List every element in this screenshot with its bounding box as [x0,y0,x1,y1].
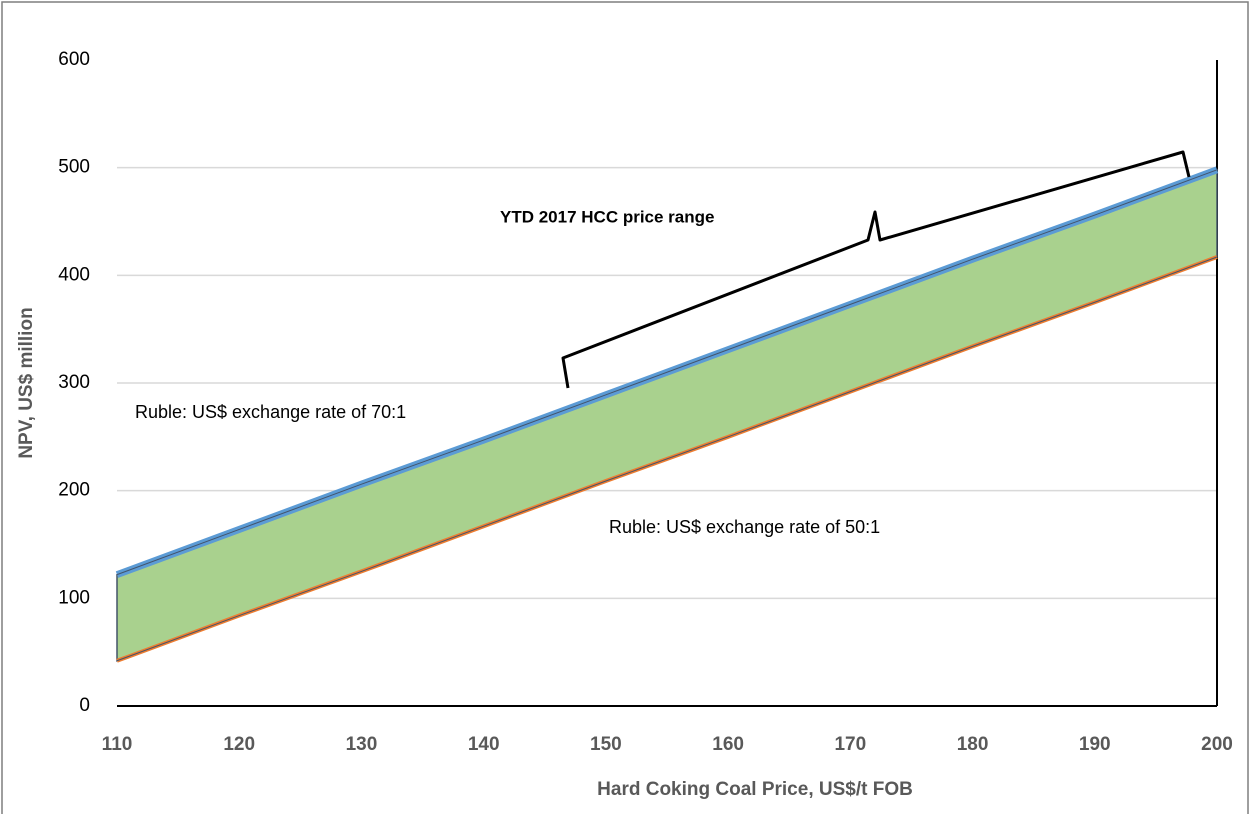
x-tick-label: 110 [102,734,133,755]
x-tick-label: 180 [957,734,989,755]
x-tick-label: 190 [1079,734,1111,755]
annotation: Ruble: US$ exchange rate of 70:1 [135,402,406,422]
y-tick-label: 200 [58,480,90,501]
x-tick-label: 120 [223,734,255,755]
series-line-edge [116,256,1218,662]
y-tick-label: 300 [58,372,90,393]
grid: 0 100 200 300 400 500 600 110 120 130 140 150 160 170… [58,49,1233,755]
x-tick-label: 150 [590,734,622,755]
x-tick-label: 130 [346,734,378,755]
y-tick-label: 400 [58,264,90,285]
x-tick-label: 170 [834,734,866,755]
range-brace [561,150,1191,389]
y-tick-label: 600 [58,49,90,70]
x-tick-label: 200 [1201,734,1233,755]
y-tick-label: 100 [58,587,90,608]
annotation: YTD 2017 HCC price range [500,207,714,226]
annotation: Ruble: US$ exchange rate of 50:1 [609,517,880,537]
y-tick-label: 0 [79,695,90,716]
marks [115,166,1219,663]
x-tick-label: 140 [468,734,500,755]
x-axis-title: Hard Coking Coal Price, US$/t FOB [597,779,913,800]
y-tick-label: 500 [58,157,90,178]
y-axis-title: NPV, US$ million [16,307,37,458]
series-line-edge [116,169,1218,576]
x-tick-label: 160 [712,734,744,755]
